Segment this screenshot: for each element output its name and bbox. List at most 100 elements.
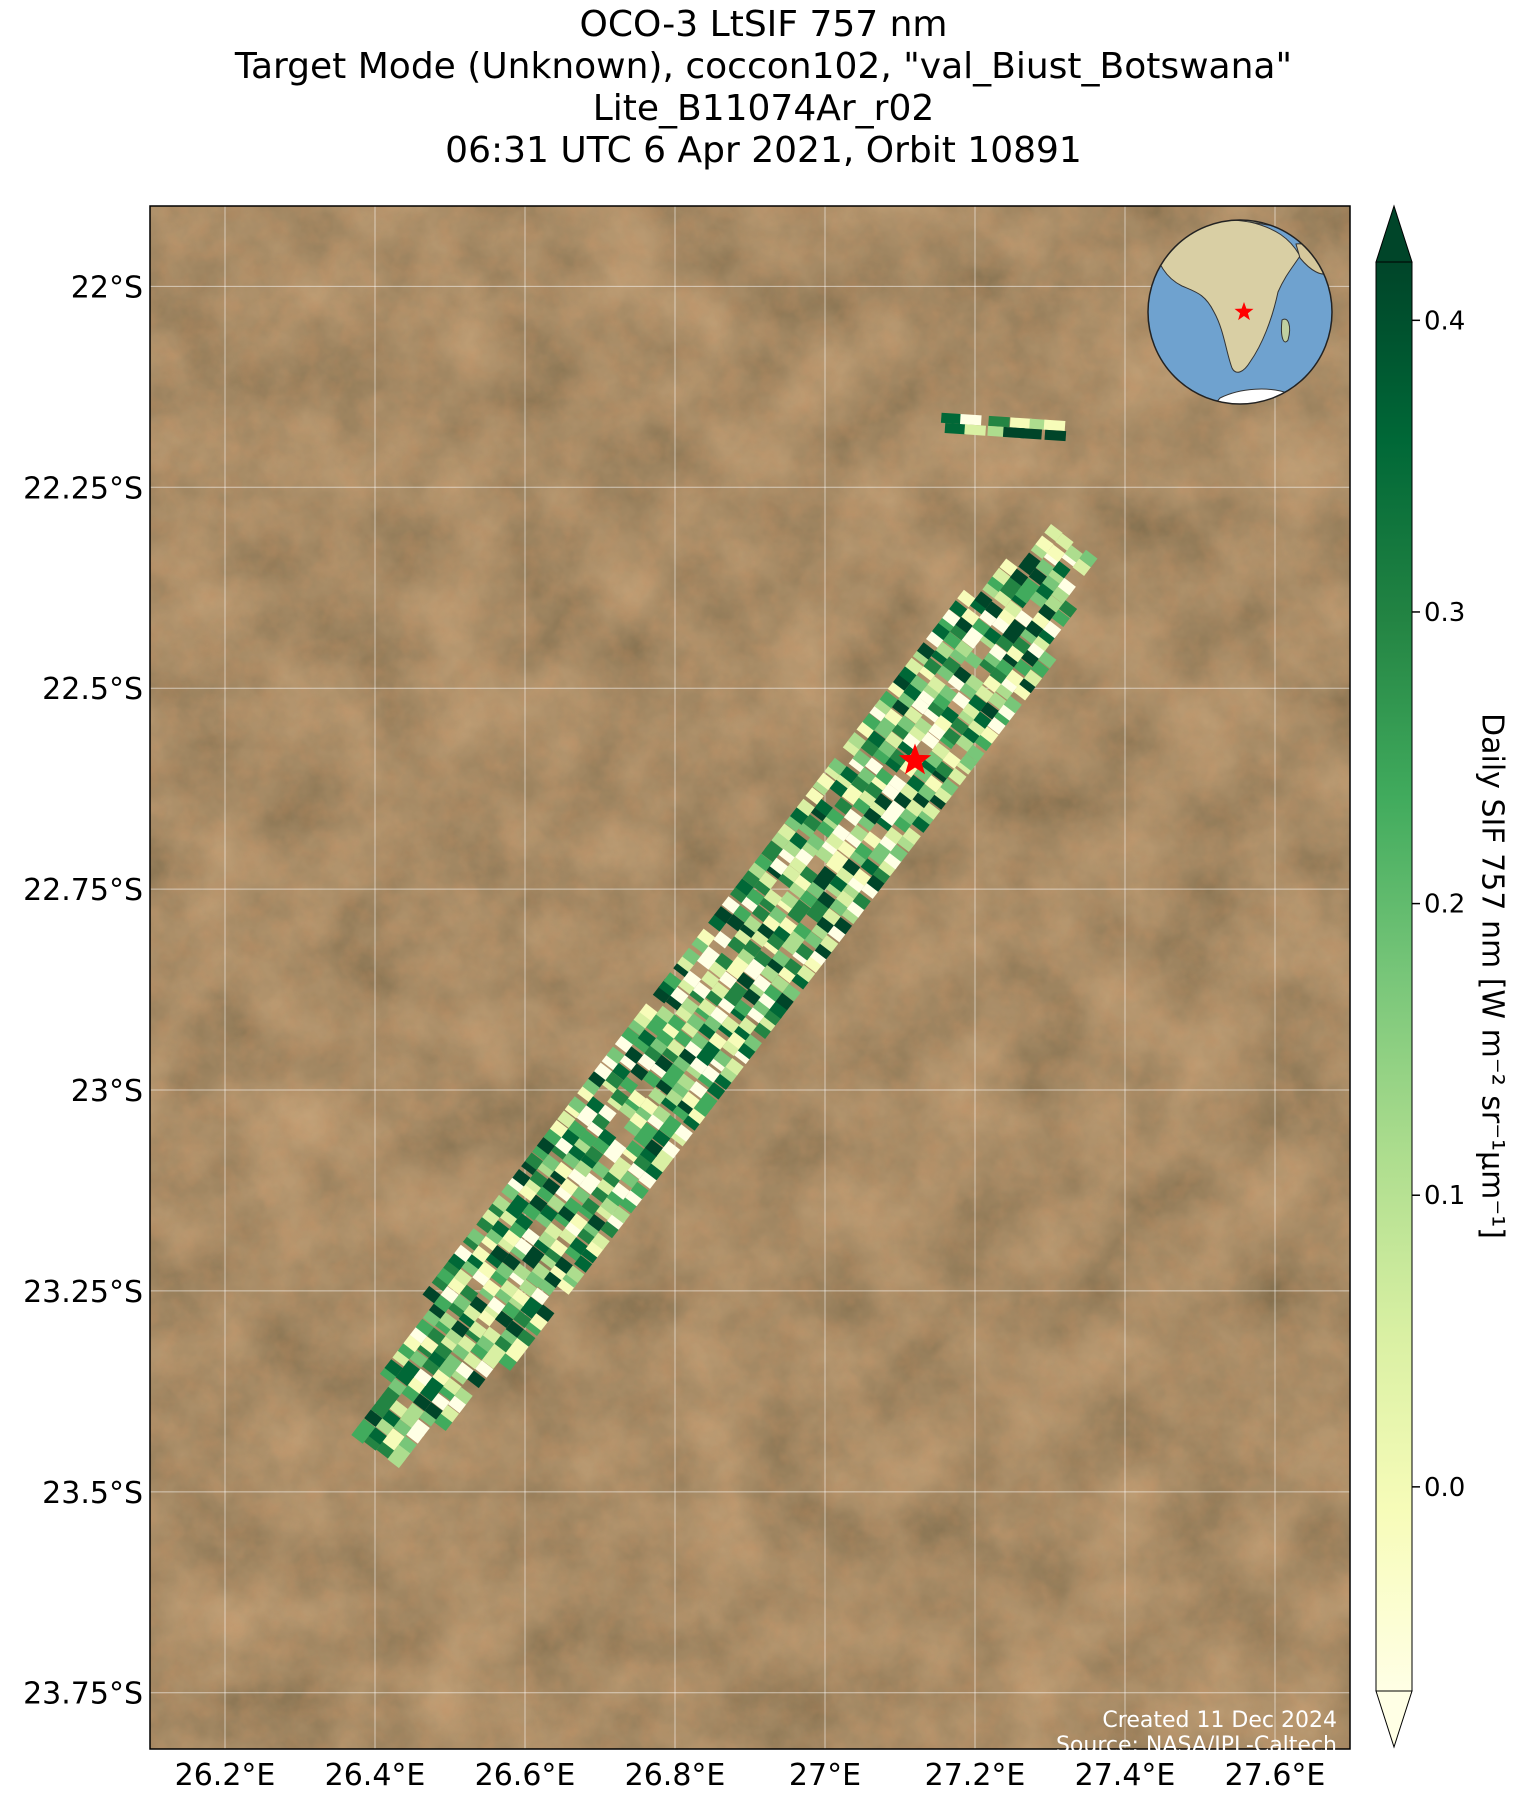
sif-footprint xyxy=(500,1280,519,1298)
sif-footprint xyxy=(883,851,902,870)
sif-footprint xyxy=(762,914,781,932)
sif-footprint xyxy=(665,1088,684,1107)
sif-footprint xyxy=(414,1368,433,1386)
sif-footprint xyxy=(633,1154,652,1172)
lat-tick-label: 23.25°S xyxy=(23,1275,143,1310)
sif-footprint xyxy=(790,807,809,825)
sif-footprint xyxy=(741,894,760,913)
sif-footprint xyxy=(619,1052,639,1071)
sif-footprint xyxy=(899,807,918,826)
sif-footprint xyxy=(847,780,866,799)
sif-footprint xyxy=(974,733,993,752)
sif-footprint xyxy=(758,871,778,890)
sif-footprint xyxy=(828,757,847,776)
sif-footprint xyxy=(797,964,816,983)
sif-footprint xyxy=(964,651,983,670)
sif-footprint xyxy=(549,1239,568,1257)
sif-footprint xyxy=(1002,426,1025,439)
sif-footprint xyxy=(897,834,916,852)
sif-footprint xyxy=(666,1063,685,1081)
sif-footprint xyxy=(502,1229,521,1247)
sif-footprint xyxy=(1027,641,1046,659)
sif-footprint xyxy=(443,1377,462,1396)
sif-footprint xyxy=(867,730,886,748)
sif-footprint xyxy=(1057,577,1076,596)
sif-footprint xyxy=(955,615,974,634)
sif-footprint xyxy=(454,1244,473,1263)
sif-footprint xyxy=(1031,611,1050,630)
sif-footprint xyxy=(821,837,840,855)
sif-footprint xyxy=(998,703,1017,721)
sif-footprint xyxy=(395,1368,414,1387)
sif-footprint xyxy=(793,922,812,940)
sif-footprint xyxy=(500,1208,519,1227)
sif-footprint xyxy=(713,1050,732,1068)
sif-footprint xyxy=(619,1076,639,1094)
sif-footprint xyxy=(1021,649,1040,667)
sif-footprint xyxy=(947,673,966,691)
sif-footprint xyxy=(934,786,953,804)
sif-footprint xyxy=(566,1265,585,1283)
sif-footprint xyxy=(989,666,1008,684)
sif-footprint xyxy=(931,742,950,760)
sif-footprint xyxy=(927,699,946,718)
sif-footprint xyxy=(431,1393,450,1411)
sif-footprint xyxy=(1010,568,1029,587)
sif-footprint xyxy=(619,1195,638,1214)
sif-footprint xyxy=(455,1361,474,1380)
sif-footprint xyxy=(827,924,846,943)
sif-footprint xyxy=(448,1395,467,1414)
sif-footprint xyxy=(551,1142,570,1160)
sif-footprint xyxy=(727,1031,746,1050)
sif-footprint xyxy=(916,642,936,660)
sif-footprint xyxy=(392,1348,411,1367)
sif-footprint xyxy=(871,773,890,791)
lat-tick-label: 22.75°S xyxy=(23,873,143,908)
sif-footprint xyxy=(522,1251,541,1269)
lon-tick-label: 27.4°E xyxy=(1075,1758,1176,1793)
sif-footprint xyxy=(959,681,978,700)
sif-footprint xyxy=(422,1309,442,1327)
axes-frame xyxy=(149,205,1351,1750)
sif-footprint xyxy=(820,935,839,953)
sif-footprint xyxy=(783,840,802,858)
sif-footprint xyxy=(893,791,912,809)
sif-footprint xyxy=(536,1304,555,1322)
sif-footprint xyxy=(1021,577,1040,596)
sif-footprint xyxy=(433,1295,452,1313)
sif-footprint xyxy=(476,1215,495,1234)
sif-footprint xyxy=(893,815,912,833)
sif-footprint xyxy=(588,1070,607,1088)
sif-footprint xyxy=(791,972,810,990)
sif-footprint xyxy=(710,1006,729,1025)
sif-footprint xyxy=(869,704,888,722)
sif-footprint xyxy=(627,1161,646,1180)
sif-footprint xyxy=(854,842,873,860)
sif-footprint xyxy=(1001,675,1020,693)
sif-footprint xyxy=(1002,626,1021,644)
sif-footprint xyxy=(1028,567,1047,586)
sif-footprint xyxy=(652,986,671,1004)
sif-footprint xyxy=(884,708,903,726)
sif-footprint xyxy=(944,423,967,435)
sif-footprint xyxy=(733,999,752,1017)
sif-footprint xyxy=(440,1404,459,1423)
sif-footprint xyxy=(678,976,697,995)
sif-footprint xyxy=(842,881,861,900)
sif-footprint xyxy=(889,844,908,862)
sif-footprint xyxy=(610,1088,629,1107)
sif-footprint xyxy=(816,772,835,791)
sif-footprint xyxy=(583,1219,602,1238)
sif-footprint xyxy=(500,1327,519,1345)
sif-footprint xyxy=(789,856,808,874)
sif-footprint xyxy=(405,1402,424,1421)
sif-footprint xyxy=(940,412,963,425)
sif-footprint xyxy=(673,959,692,978)
source-credit-text: Source: NASA/JPL-Caltech xyxy=(1055,1733,1337,1758)
sif-footprint xyxy=(911,696,930,715)
sif-footprint xyxy=(397,1342,416,1360)
sif-footprint xyxy=(779,917,798,935)
sif-footprint xyxy=(852,797,871,815)
sif-footprint xyxy=(370,1400,390,1419)
sif-footprint xyxy=(364,1433,383,1451)
